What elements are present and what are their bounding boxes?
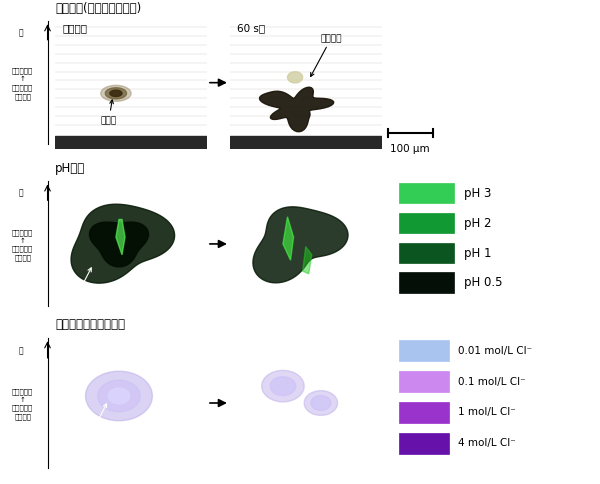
Polygon shape [101, 86, 131, 102]
Text: 60 s後: 60 s後 [238, 339, 268, 348]
Text: ←低pH域: ←低pH域 [63, 268, 94, 298]
Text: 1 mol/L Cl⁻: 1 mol/L Cl⁻ [458, 407, 516, 417]
Text: 60 s後: 60 s後 [238, 24, 266, 33]
Polygon shape [98, 380, 140, 412]
Text: すき間内部
↑
すき間先端
すき間口: すき間内部 ↑ すき間先端 すき間口 [12, 387, 34, 419]
Text: 0.01 mol/L Cl⁻: 0.01 mol/L Cl⁻ [458, 345, 533, 355]
Text: 発生点: 発生点 [101, 101, 117, 125]
Polygon shape [86, 371, 152, 421]
Polygon shape [304, 391, 338, 416]
Bar [399, 273, 454, 293]
Polygon shape [283, 217, 293, 261]
Text: 0.1 mol/L Cl⁻: 0.1 mol/L Cl⁻ [458, 376, 526, 386]
Bar [399, 371, 449, 392]
Bar [399, 402, 449, 423]
Text: 箱: 箱 [18, 346, 23, 354]
Text: 4 mol/L Cl⁻: 4 mol/L Cl⁻ [458, 438, 516, 448]
Text: 腐食発生: 腐食発生 [63, 339, 88, 348]
Text: 腐食形態(可視光での観察): 腐食形態(可視光での観察) [55, 2, 142, 15]
Text: 100 μm: 100 μm [390, 143, 430, 153]
Bar [399, 243, 454, 263]
Bar [399, 433, 449, 454]
Text: pH 1: pH 1 [464, 246, 492, 259]
Polygon shape [106, 89, 127, 100]
Polygon shape [109, 388, 130, 404]
Text: すき間内部
↑
すき間先端
すき間口: すき間内部 ↑ すき間先端 すき間口 [12, 68, 34, 99]
Bar [399, 183, 454, 204]
Polygon shape [116, 220, 125, 255]
Text: すき間内部
↑
すき間先端
すき間口: すき間内部 ↑ すき間先端 すき間口 [12, 228, 34, 260]
Polygon shape [302, 247, 312, 274]
Polygon shape [259, 88, 334, 133]
Text: 腐食発生: 腐食発生 [63, 182, 88, 192]
Polygon shape [270, 377, 296, 396]
Text: 箱: 箱 [18, 188, 23, 197]
Bar [55, 137, 207, 150]
Text: ←高Cl⁻域: ←高Cl⁻域 [67, 404, 107, 454]
Text: 塩化物イオン濃度分布: 塩化物イオン濃度分布 [55, 318, 125, 331]
Text: pH 0.5: pH 0.5 [464, 276, 503, 289]
Text: 腐食発生: 腐食発生 [63, 24, 88, 33]
Bar [230, 137, 382, 150]
Text: 60 s後: 60 s後 [238, 182, 268, 192]
Polygon shape [311, 396, 331, 410]
Text: pH 3: pH 3 [464, 186, 492, 199]
Polygon shape [110, 91, 122, 97]
Text: 腐食成長: 腐食成長 [311, 34, 343, 77]
Polygon shape [287, 73, 302, 84]
Text: pH分布: pH分布 [55, 162, 85, 174]
Text: 箱: 箱 [18, 29, 23, 37]
Polygon shape [253, 208, 348, 283]
Polygon shape [262, 371, 304, 402]
Polygon shape [71, 205, 175, 284]
Bar [399, 340, 449, 361]
Bar [399, 213, 454, 234]
Polygon shape [89, 223, 148, 267]
Text: pH 2: pH 2 [464, 216, 492, 229]
